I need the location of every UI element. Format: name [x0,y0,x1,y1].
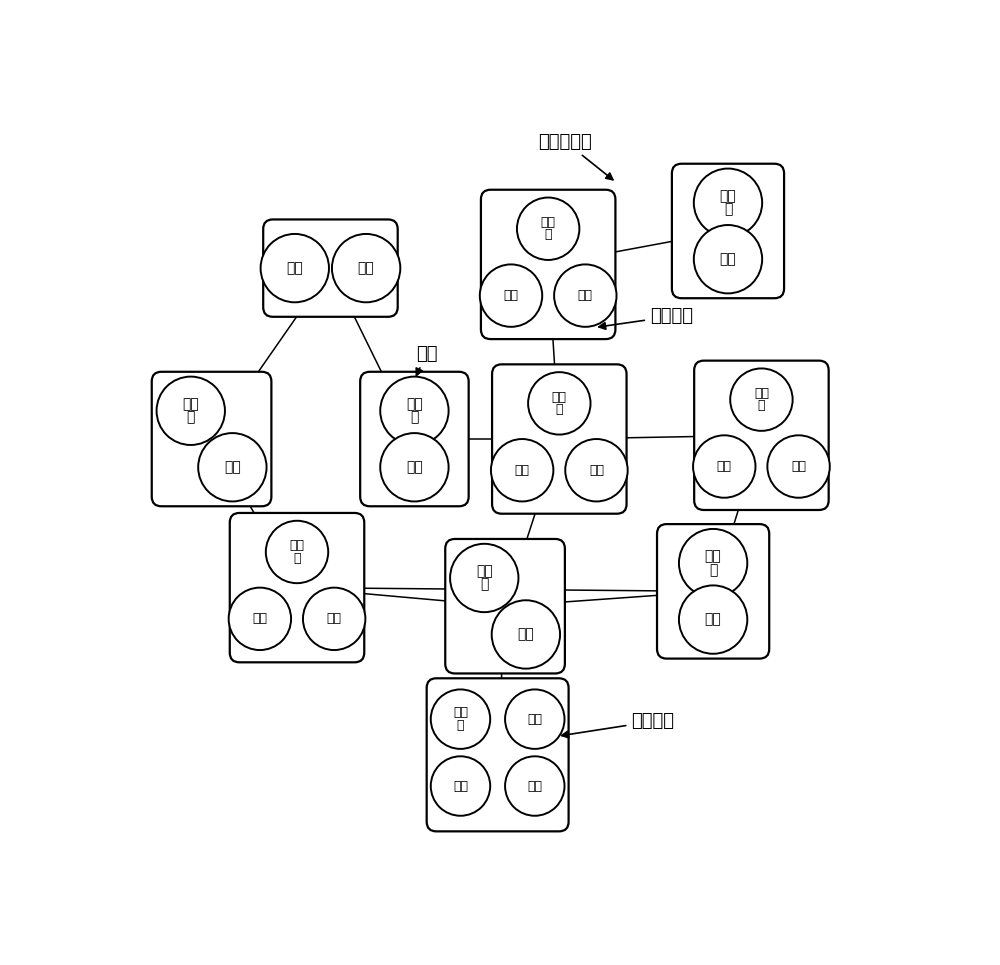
Text: 共识节点: 共识节点 [562,712,674,738]
Text: 区块
链: 区块 链 [552,391,567,416]
Circle shape [528,372,591,434]
Circle shape [491,439,553,502]
Text: 应用: 应用 [252,613,267,625]
Text: 分布式系统: 分布式系统 [539,133,613,179]
Circle shape [492,600,560,669]
Text: 共识: 共识 [515,464,530,477]
Circle shape [431,689,490,749]
Circle shape [694,225,762,293]
FancyBboxPatch shape [672,164,784,298]
Circle shape [679,586,747,653]
Text: 应用: 应用 [527,713,542,726]
FancyBboxPatch shape [263,219,398,317]
Text: 区块
链: 区块 链 [754,387,769,412]
Text: 路由: 路由 [406,460,423,474]
FancyBboxPatch shape [152,372,271,507]
Text: 共识: 共识 [453,780,468,792]
Circle shape [431,757,490,815]
Text: 路由: 路由 [327,613,342,625]
Circle shape [303,588,365,650]
Text: 区块
链: 区块 链 [705,549,721,577]
Circle shape [480,264,542,327]
Text: 路由: 路由 [517,627,534,642]
Circle shape [229,588,291,650]
Circle shape [693,435,755,498]
Circle shape [679,529,747,597]
FancyBboxPatch shape [360,372,469,507]
Circle shape [198,433,267,502]
Circle shape [767,435,830,498]
Circle shape [554,264,617,327]
FancyBboxPatch shape [694,361,829,510]
Text: 区块
链: 区块 链 [453,706,468,731]
Text: 区块
链: 区块 链 [720,189,736,216]
FancyBboxPatch shape [481,190,615,339]
Circle shape [694,169,762,237]
Text: 区块
链: 区块 链 [476,565,493,592]
Text: 区块
链: 区块 链 [290,539,305,565]
Circle shape [450,544,518,612]
Circle shape [266,521,328,583]
Text: 路由: 路由 [358,262,374,275]
FancyBboxPatch shape [427,678,569,832]
FancyBboxPatch shape [492,365,627,513]
Circle shape [332,234,400,302]
Circle shape [565,439,628,502]
Text: 路由: 路由 [589,464,604,477]
Circle shape [380,433,449,502]
Text: 共识节点: 共识节点 [599,308,693,329]
Circle shape [261,234,329,302]
Text: 节点: 节点 [416,345,437,375]
Text: 区块
链: 区块 链 [541,216,556,241]
FancyBboxPatch shape [445,539,565,674]
Circle shape [505,689,565,749]
Text: 应用: 应用 [717,460,732,473]
Circle shape [517,198,579,260]
Text: 路由: 路由 [705,613,721,626]
Text: 路由: 路由 [527,780,542,792]
Text: 路由: 路由 [224,460,241,474]
Text: 共识: 共识 [504,290,519,302]
Circle shape [380,376,449,445]
Text: 区块
链: 区块 链 [182,397,199,425]
FancyBboxPatch shape [230,513,364,662]
Text: 路由: 路由 [578,290,593,302]
FancyBboxPatch shape [657,524,769,658]
Text: 应用: 应用 [286,262,303,275]
Text: 区块
链: 区块 链 [406,397,423,425]
Circle shape [157,376,225,445]
Circle shape [730,369,793,430]
Circle shape [505,757,565,815]
Text: 路由: 路由 [791,460,806,473]
Text: 路由: 路由 [720,252,736,266]
